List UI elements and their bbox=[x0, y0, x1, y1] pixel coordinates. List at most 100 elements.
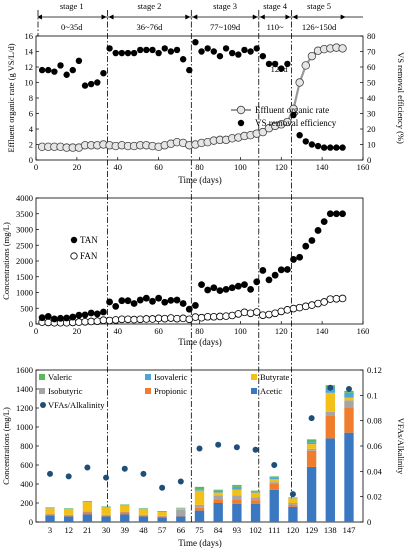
bar-isobutyric-75 bbox=[194, 504, 205, 508]
legend-tan-label: TAN bbox=[80, 235, 98, 245]
vs-removal-point-36 bbox=[259, 52, 267, 60]
tan-point-3 bbox=[57, 314, 64, 322]
x-tick-label-3-0: 3 bbox=[48, 525, 52, 535]
vfa-alkalinity-point-120 bbox=[289, 491, 296, 498]
vs-removal-point-3 bbox=[57, 62, 64, 69]
x-tick-label-3-3: 30 bbox=[102, 525, 111, 535]
y2-tick-label-1-7: 70 bbox=[367, 47, 376, 57]
tan-point-30 bbox=[222, 285, 230, 293]
x-tick-label-2-7: 140 bbox=[316, 326, 329, 336]
x-tick-label-3-5: 48 bbox=[139, 525, 148, 535]
bar-valeric-75 bbox=[194, 486, 205, 490]
x-tick-label-3-16: 147 bbox=[343, 525, 356, 535]
y-tick-label-2-6: 3000 bbox=[16, 225, 33, 235]
tan-point-1 bbox=[44, 313, 52, 320]
tan-point-18 bbox=[149, 297, 156, 305]
stage-arrow-left-4 bbox=[259, 14, 265, 20]
bar-butyrate-84 bbox=[213, 492, 223, 496]
bar-butyrate-57 bbox=[157, 512, 167, 516]
x-tick-label-3-4: 39 bbox=[121, 525, 130, 535]
bar-valeric-111 bbox=[269, 476, 279, 478]
x-tick-label-1-3: 60 bbox=[154, 162, 163, 172]
fan-point-37 bbox=[265, 310, 273, 319]
legend-swatch-isovaleric bbox=[145, 374, 151, 380]
x-tick-label-3-12: 111 bbox=[268, 525, 280, 535]
fan-point-34 bbox=[246, 309, 255, 318]
bar-propionic-93 bbox=[232, 499, 242, 504]
bar-butyrate-111 bbox=[269, 479, 279, 483]
tan-point-7 bbox=[81, 311, 89, 319]
y2-axis-label-3: VFAs/Alkalinity bbox=[396, 418, 406, 475]
vs-removal-point-46 bbox=[320, 144, 328, 151]
fan-point-23 bbox=[179, 314, 187, 323]
tan-point-25 bbox=[192, 302, 199, 309]
vs-removal-point-8 bbox=[87, 80, 95, 88]
vs-removal-point-7 bbox=[81, 82, 89, 89]
vs-removal-point-17 bbox=[143, 46, 150, 54]
legend-swatch-valeric bbox=[39, 374, 45, 380]
x-tick-label-3-15: 138 bbox=[324, 525, 337, 535]
legend-effluent-label: Effluent organic rate bbox=[255, 105, 329, 115]
x-tick-label-3-1: 12 bbox=[64, 525, 73, 535]
vs-removal-point-11 bbox=[106, 45, 113, 52]
bar-isovaleric-147 bbox=[344, 392, 354, 398]
vfa-alkalinity-point-111 bbox=[271, 462, 278, 468]
legend-swatch-isobutyric bbox=[39, 388, 45, 394]
tan-point-13 bbox=[118, 297, 126, 305]
bar-isovaleric-93 bbox=[232, 486, 242, 490]
fan-point-20 bbox=[160, 314, 169, 323]
vfa-alkalinity-point-84 bbox=[215, 441, 222, 448]
x-tick-label-1-7: 140 bbox=[316, 162, 329, 172]
y2-tick-label-3-3: 0.06 bbox=[367, 441, 382, 451]
stage-arrow-right-3 bbox=[252, 14, 258, 20]
vs-removal-point-34 bbox=[247, 48, 254, 55]
vs-removal-point-49 bbox=[339, 144, 346, 151]
fan-point-40 bbox=[283, 306, 292, 314]
legend-label-acetic: Acetic bbox=[260, 386, 282, 396]
x-tick-label-3-8: 75 bbox=[195, 525, 204, 535]
vs-removal-point-26 bbox=[198, 48, 205, 55]
tan-point-43 bbox=[302, 242, 310, 250]
y-tick-label-2-2: 1000 bbox=[16, 288, 33, 298]
bar-isovaleric-111 bbox=[269, 477, 279, 480]
y2-tick-label-1-0: 0 bbox=[367, 155, 371, 165]
bar-acetic-120 bbox=[288, 506, 298, 522]
bar-butyrate-120 bbox=[288, 498, 298, 503]
y-tick-label-1-7: 14 bbox=[25, 47, 34, 57]
tan-point-39 bbox=[277, 266, 285, 274]
stage-dividers bbox=[37, 10, 292, 522]
tan-point-2 bbox=[50, 315, 58, 323]
y-tick-label-2-4: 2000 bbox=[16, 256, 33, 266]
bar-butyrate-93 bbox=[232, 489, 242, 496]
vs-removal-point-0 bbox=[38, 66, 46, 74]
vs-removal-point-13 bbox=[118, 49, 126, 57]
y-tick-label-3-8: 1600 bbox=[16, 365, 33, 375]
bar-butyrate-30 bbox=[101, 507, 111, 515]
vs-removal-point-25 bbox=[192, 39, 199, 46]
legend-label-butyrate: Butyrate bbox=[260, 372, 289, 382]
tan-point-29 bbox=[216, 287, 224, 295]
vs-removal-point-41 bbox=[290, 111, 297, 119]
y2-axis-label-1: VS removal efficiency (%) bbox=[396, 52, 406, 144]
stage-range-3: 77~109d bbox=[210, 22, 241, 32]
stage-arrow-right-1 bbox=[101, 14, 107, 20]
bar-propionic-102 bbox=[250, 500, 261, 504]
vs-removal-point-31 bbox=[229, 49, 236, 57]
legend-3: Valeric Isovaleric Butyrate Isobutyric Propi… bbox=[39, 372, 289, 410]
fan-point-36 bbox=[259, 311, 267, 319]
bar-acetic-75 bbox=[194, 510, 205, 522]
x-tick-label-3-6: 57 bbox=[158, 525, 167, 535]
bar-propionic-111 bbox=[269, 484, 279, 490]
vfa-alkalinity-point-93 bbox=[233, 444, 240, 451]
x-tick-label-3-2: 21 bbox=[83, 525, 92, 535]
y-tick-label-1-8: 16 bbox=[25, 31, 34, 41]
x-tick-label-2-6: 120 bbox=[275, 326, 288, 336]
bar-acetic-21 bbox=[82, 514, 93, 522]
fan-point-43 bbox=[301, 302, 310, 311]
legend-tan-marker bbox=[70, 236, 78, 244]
vs-removal-point-21 bbox=[167, 48, 175, 55]
x-tick-label-2-1: 20 bbox=[73, 326, 82, 336]
y-tick-label-3-7: 1400 bbox=[16, 384, 33, 394]
x-axis-label-2: Time (days) bbox=[178, 337, 221, 347]
